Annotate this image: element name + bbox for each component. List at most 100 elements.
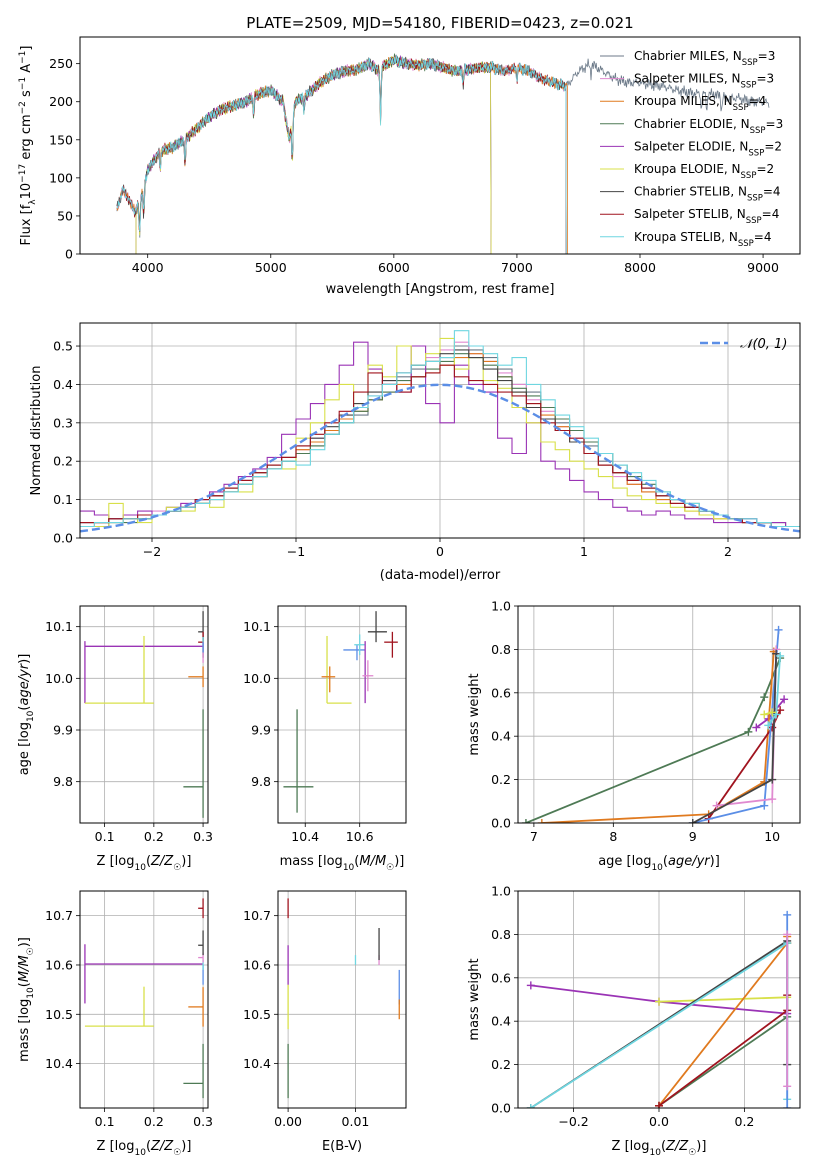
legend-label-tail: =3 <box>756 72 774 86</box>
label-part: )] <box>696 1139 706 1154</box>
mass-weight-line <box>525 657 781 823</box>
legend-label-tail: =4 <box>749 94 767 108</box>
x-axis-label: Z [log10(Z/Z☉)] <box>97 1139 192 1158</box>
y-tick-label: 0.0 <box>491 816 511 831</box>
y-tick-label: 0.5 <box>53 339 73 354</box>
legend-label: Chabrier ELODIE, NSSP=3 <box>634 117 783 136</box>
y-tick-label: 0.4 <box>491 1014 511 1029</box>
label-part: age/yr <box>668 854 711 869</box>
y-tick-label: 9.8 <box>53 774 73 789</box>
label-part: )] <box>181 854 191 869</box>
x-axis-label: E(B-V) <box>322 1139 362 1154</box>
x-tick-label: −0.2 <box>558 1114 588 1129</box>
label-part: M/M <box>17 955 32 982</box>
legend-label: Kroupa ELODIE, NSSP=2 <box>634 162 774 181</box>
y-tick-label: 9.9 <box>251 723 271 738</box>
x-tick-label: 0.00 <box>274 1114 302 1129</box>
label-part: M/M <box>359 854 386 869</box>
x-tick-label: 8000 <box>624 260 656 275</box>
x-axis-label: Z [log10(Z/Z☉)] <box>612 1139 707 1158</box>
y-tick-label: 10.5 <box>45 1007 73 1022</box>
normal-curve <box>80 383 800 533</box>
x-axis-label: age [log10(age/yr)] <box>598 854 720 873</box>
label-part: 10 <box>19 183 34 200</box>
y-tick-label: 10.6 <box>45 957 73 972</box>
y-tick-label: 10.7 <box>243 908 271 923</box>
label-part: ( <box>17 706 32 711</box>
axes-frame <box>277 890 407 1109</box>
x-tick-label: 10 <box>764 829 780 844</box>
legend-label-tail: =2 <box>764 139 782 153</box>
x-tick-label: 0.0 <box>649 1114 669 1129</box>
x-tick-label: 0.2 <box>735 1114 755 1129</box>
label-part: A <box>19 64 34 77</box>
label-part: age [log <box>17 722 32 775</box>
legend-label-sub: SSP <box>741 171 757 181</box>
y-tick-label: 9.8 <box>251 774 271 789</box>
label-part: mass [log <box>280 854 343 869</box>
label-part: ☉ <box>26 947 36 955</box>
x-tick-label: 0.2 <box>144 1114 164 1129</box>
y-tick-label: 0.0 <box>491 1101 511 1116</box>
legend-label-main: Salpeter STELIB, N <box>634 207 746 221</box>
label-part: Flux [f <box>19 204 34 245</box>
x-tick-label: 7000 <box>501 260 533 275</box>
legend-label-tail: =4 <box>754 230 772 244</box>
legend-label-main: Chabrier STELIB, N <box>634 185 747 199</box>
y-tick-label: 10.6 <box>243 957 271 972</box>
axes-frame <box>79 890 209 1109</box>
label-part: age [log <box>598 854 651 869</box>
y-tick-label: 0.2 <box>53 454 73 469</box>
y-tick-label: 0.2 <box>491 772 511 787</box>
y-axis-label: mass weight <box>467 958 482 1040</box>
label-part: Z [log <box>97 1139 135 1154</box>
label-part: ( <box>146 854 151 869</box>
x-tick-label: 8 <box>609 829 617 844</box>
label-part: 10 <box>649 1148 661 1158</box>
x-tick-label: 10.6 <box>346 829 374 844</box>
label-part: )] <box>710 854 720 869</box>
legend-label-sub: SSP <box>741 81 757 91</box>
x-tick-label: 2 <box>724 544 732 559</box>
histogram-step <box>80 330 800 528</box>
y-tick-label: 10.1 <box>243 619 271 634</box>
label-part: ] <box>19 46 34 51</box>
legend-label-tail: =3 <box>758 49 776 63</box>
y-tick-label: 10.7 <box>45 908 73 923</box>
y-tick-label: 150 <box>49 132 73 147</box>
y-tick-label: 10.5 <box>243 1007 271 1022</box>
y-tick-label: 10.4 <box>243 1056 271 1071</box>
y-axis-label: mass weight <box>467 673 482 755</box>
spectrum-line <box>135 53 492 254</box>
label-part: )] <box>17 937 32 947</box>
y-tick-label: 10.1 <box>45 619 73 634</box>
legend-label-sub: SSP <box>747 194 763 204</box>
y-tick-label: 10.0 <box>45 671 73 686</box>
label-part: Z [log <box>97 854 135 869</box>
legend-label-tail: =3 <box>766 117 784 131</box>
label-part: mass [log <box>17 999 32 1062</box>
x-tick-label: 0.1 <box>95 829 115 844</box>
legend-label: Chabrier MILES, NSSP=3 <box>634 49 775 68</box>
y-tick-label: 1.0 <box>491 599 511 614</box>
x-tick-label: 9 <box>689 829 697 844</box>
label-part: ( <box>146 1139 151 1154</box>
label-part: −2 <box>18 101 28 114</box>
y-tick-label: 0.4 <box>491 729 511 744</box>
axes-frame <box>79 322 801 539</box>
x-tick-label: 9000 <box>747 260 779 275</box>
x-axis-label: wavelength [Angstrom, rest frame] <box>326 282 555 297</box>
legend-label: Kroupa MILES, NSSP=4 <box>634 94 766 113</box>
legend-label-main: Chabrier MILES, N <box>634 49 742 63</box>
y-tick-label: 10.4 <box>45 1056 73 1071</box>
axes-frame <box>79 605 209 824</box>
label-part: 10 <box>134 1148 146 1158</box>
y-tick-label: 1.0 <box>491 884 511 899</box>
x-axis-label: (data-model)/error <box>380 568 501 583</box>
legend-label-tail: =2 <box>756 162 774 176</box>
mass-weight-line <box>692 629 780 823</box>
legend-label: Kroupa STELIB, NSSP=4 <box>634 230 772 249</box>
label-part: ☉ <box>688 1148 696 1158</box>
label-part: age/yr <box>17 662 32 705</box>
y-tick-label: 100 <box>49 170 73 185</box>
